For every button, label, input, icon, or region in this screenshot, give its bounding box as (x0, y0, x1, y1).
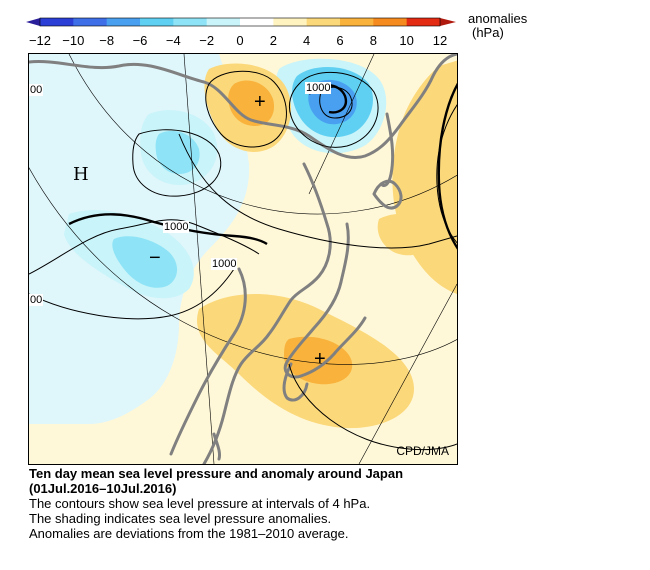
map-graphics (29, 54, 457, 464)
meridian-west (183, 54, 215, 464)
colorbar-tick-label: 8 (369, 33, 377, 48)
colorbar-cell (306, 18, 341, 26)
coastline-china-coast (169, 267, 247, 456)
colorbar-tick-label: −10 (62, 33, 85, 48)
coastline-asia-north (29, 54, 457, 160)
legend-title: anomalies (hPa) (468, 12, 527, 40)
plus-mark-south: + (314, 348, 326, 370)
colorbar-cell (406, 18, 441, 26)
isobars (29, 70, 457, 451)
isobar-west-loop (132, 129, 222, 197)
colorbar-right-arrow (440, 18, 456, 26)
colorbar-left-arrow (26, 18, 40, 26)
colorbar-tick-label: −8 (99, 33, 115, 48)
colorbar-tick-label: 6 (336, 33, 344, 48)
isobar-label-left-top: 00 (29, 84, 44, 96)
coastline-korea-china (202, 162, 332, 464)
meridian-far-east (358, 283, 457, 464)
graticule (29, 54, 457, 464)
colorbar-tick-label: 2 (269, 33, 277, 48)
plus-mark-north: + (254, 91, 266, 113)
positive-anomaly-japan-sea (377, 213, 430, 256)
minus-mark-west: − (149, 247, 161, 269)
isobar-south-large (288, 363, 457, 451)
colorbar-cell (273, 18, 308, 26)
colorbar-tick-label: 12 (432, 33, 448, 48)
isobar-label-left-bottom: 00 (29, 294, 44, 306)
colorbar-outline (39, 17, 441, 27)
caption-title-line1: Ten day mean sea level pressure and anom… (29, 466, 404, 481)
colorbar-tick-label: 0 (236, 33, 244, 48)
bold-isobar-1020-east (437, 83, 457, 250)
colorbar-cell (40, 18, 74, 26)
coastlines (29, 54, 457, 464)
isobar-1000-west (29, 219, 260, 275)
caption-line2: The shading indicates sea level pressure… (29, 511, 332, 526)
latitude-circle-south (29, 166, 457, 365)
isobar-low-north-outer (288, 71, 379, 148)
colorbar-tick-label: 4 (303, 33, 311, 48)
credit-label: CPD/JMA (396, 444, 449, 458)
colorbar-tick-label: −2 (199, 33, 215, 48)
coastline-taiwan (212, 432, 221, 461)
colorbar-tick-label: 10 (399, 33, 414, 48)
pressure-anomaly-map: 1000 1000 1000 1020 00 00 102 H H + + + … (28, 53, 458, 465)
isobar-label-1000-south: 1000 (211, 258, 238, 270)
legend-unit: (hPa) (472, 25, 504, 40)
negative-anomaly-region-west-strong (112, 236, 178, 288)
negative-anomaly-region-center (155, 130, 200, 174)
coastline-japan-honshu (283, 222, 367, 379)
legend-title-text: anomalies (468, 11, 528, 26)
colorbar-tick-label: −6 (132, 33, 148, 48)
colorbar-cell (206, 18, 241, 26)
coastline-sakhalin (379, 112, 395, 187)
high-center-west: H (73, 164, 89, 185)
isobar-1008-loop (205, 70, 287, 148)
colorbar-tick-label: −12 (28, 33, 52, 48)
colorbar-cell (106, 18, 141, 26)
colorbar-tick-label: −4 (165, 33, 181, 48)
caption-title-line2: (01Jul.2016–10Jul.2016) (29, 481, 177, 496)
colorbar-cell (373, 18, 408, 26)
colorbar-cell (73, 18, 108, 26)
isobar-label-1000-north: 1000 (305, 82, 332, 94)
meridian-east (308, 54, 375, 195)
colorbar-cell (140, 18, 174, 26)
caption: Ten day mean sea level pressure and anom… (29, 466, 403, 541)
anomaly-colorbar (26, 17, 456, 27)
colorbar-cell (173, 18, 208, 26)
isobar-label-1000-west: 1000 (163, 221, 190, 233)
colorbar-cell (340, 18, 374, 26)
isobar-mid (178, 133, 457, 249)
caption-line1: The contours show sea level pressure at … (29, 496, 371, 511)
isobar-1004-southwest (29, 268, 235, 320)
latitude-circle-north (68, 54, 457, 215)
positive-anomaly-south-core (284, 336, 353, 385)
caption-line3: Anomalies are deviations from the 1981–2… (29, 526, 349, 541)
colorbar-cell (240, 18, 274, 26)
coastline-japan-hokkaido (372, 179, 403, 210)
